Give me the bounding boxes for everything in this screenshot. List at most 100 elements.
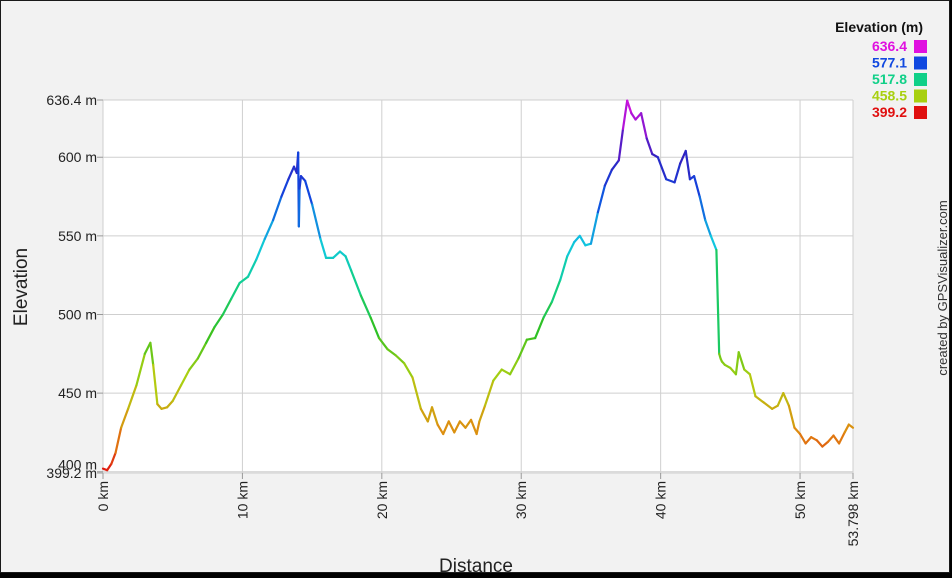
elevation-segment <box>508 357 520 376</box>
elevation-segment <box>152 363 159 406</box>
x-tick-label: 53.798 km <box>845 481 861 546</box>
legend-title: Elevation (m) <box>835 19 923 35</box>
x-tick-label: 40 km <box>653 481 669 519</box>
elevation-series <box>101 99 855 472</box>
elevation-segment <box>419 407 429 423</box>
elevation-segment <box>238 275 250 285</box>
elevation-segment <box>255 237 266 261</box>
elevation-segment <box>319 237 328 259</box>
x-axis-label: Distance <box>439 556 513 574</box>
elevation-segment <box>188 357 199 371</box>
elevation-segment <box>271 195 283 222</box>
legend-entry-label: 577.1 <box>872 55 907 71</box>
elevation-segment <box>135 352 146 387</box>
elevation-segment <box>114 426 123 454</box>
x-tick-label: 50 km <box>792 481 808 519</box>
elevation-segment <box>566 241 576 258</box>
elevation-segment <box>221 297 233 316</box>
elevation-segment <box>369 316 381 340</box>
elevation-segment <box>715 248 721 355</box>
legend-swatch <box>914 73 927 86</box>
legend-entry-label: 399.2 <box>872 104 907 120</box>
elevation-segment <box>804 436 813 445</box>
elevation-segment <box>603 168 613 187</box>
elevation-segment <box>559 255 569 281</box>
elevation-segment <box>573 234 581 244</box>
elevation-segment <box>693 175 701 198</box>
elevation-segment <box>331 250 342 259</box>
plot-area <box>103 100 853 473</box>
elevation-segment <box>246 258 258 278</box>
elevation-segment <box>793 426 802 436</box>
elevation-segment <box>782 392 790 407</box>
elevation-segment <box>263 219 275 241</box>
elevation-segment <box>475 420 481 436</box>
y-tick-label: 450 m <box>58 385 97 401</box>
elevation-segment <box>847 423 855 429</box>
elevation-segment <box>832 434 841 445</box>
y-tick-label: 550 m <box>58 228 97 244</box>
elevation-segment <box>748 373 757 398</box>
elevation-segment <box>464 418 473 429</box>
elevation-segment <box>478 404 487 423</box>
elevation-segment <box>311 203 322 241</box>
elevation-segment <box>338 250 347 258</box>
elevation-segment <box>411 376 422 410</box>
elevation-segment <box>837 431 846 445</box>
elevation-segment <box>287 165 296 181</box>
credit-text: created by GPSVisualizer.com <box>935 200 950 375</box>
x-tick-label: 10 km <box>234 481 250 519</box>
elevation-segment <box>500 368 512 376</box>
grid <box>102 99 854 474</box>
y-tick-label: 636.4 m <box>46 92 97 108</box>
elevation-segment <box>679 149 687 165</box>
elevation-segment <box>776 392 785 407</box>
elevation-segment <box>630 112 637 121</box>
elevation-segment <box>542 300 554 319</box>
elevation-segment <box>492 368 503 382</box>
elevation-segment <box>298 175 303 190</box>
elevation-segment <box>704 219 712 237</box>
legend-swatch <box>914 106 927 119</box>
y-tick-label: 399.2 m <box>46 465 97 481</box>
elevation-segment <box>377 336 389 351</box>
elevation-segment <box>483 379 495 407</box>
elevation-segment <box>684 149 692 181</box>
elevation-segment <box>843 423 850 434</box>
elevation-segment <box>386 347 397 357</box>
legend-entry-label: 636.4 <box>872 38 907 54</box>
legend-swatch <box>914 89 927 103</box>
legend-swatch <box>914 40 927 53</box>
elevation-segment <box>821 440 830 448</box>
elevation-segment <box>743 368 751 376</box>
elevation-segment <box>596 184 606 214</box>
elevation-segment <box>458 420 467 429</box>
elevation-segment <box>126 384 138 410</box>
elevation-segment <box>442 420 450 436</box>
elevation-segment <box>645 137 654 156</box>
elevation-segment <box>578 234 587 247</box>
elevation-segment <box>110 451 117 465</box>
elevation-segment <box>196 341 208 360</box>
elevation-segment <box>344 255 353 272</box>
y-tick-label: 400 m <box>58 457 97 473</box>
elevation-segment <box>436 423 445 436</box>
y-axis-label: Elevation <box>11 248 32 326</box>
elevation-segment <box>171 384 183 403</box>
elevation-segment <box>403 362 414 379</box>
elevation-segment <box>673 162 682 184</box>
x-tick-label: 30 km <box>513 481 529 519</box>
elevation-segment <box>469 418 478 436</box>
elevation-segment <box>665 178 676 184</box>
elevation-segment <box>550 278 562 304</box>
elevation-segment <box>297 187 301 228</box>
y-tick-label: 600 m <box>58 149 97 165</box>
elevation-segment <box>787 404 796 429</box>
elevation-segment <box>698 195 707 222</box>
legend-swatch <box>914 56 927 70</box>
elevation-segment <box>394 354 406 365</box>
elevation-segment <box>617 127 625 162</box>
